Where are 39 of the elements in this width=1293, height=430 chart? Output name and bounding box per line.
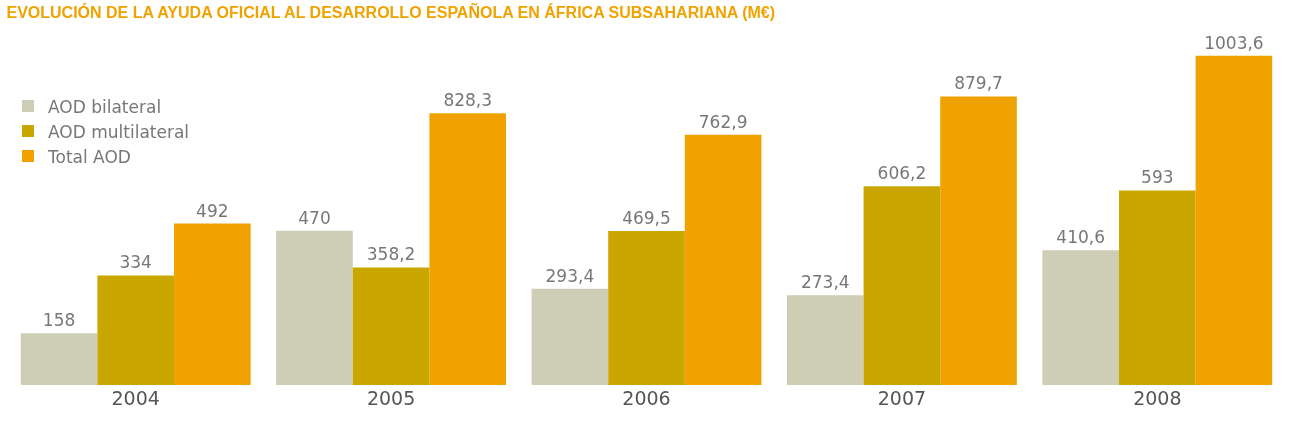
bar xyxy=(174,223,251,385)
bar xyxy=(863,186,941,385)
x-tick-label: 2008 xyxy=(1133,387,1182,409)
data-label: 470 xyxy=(298,207,331,228)
legend-label: AOD bilateral xyxy=(48,96,162,117)
x-tick-label: 2005 xyxy=(366,387,416,409)
chart-title: EVOLUCIÓN DE LA AYUDA OFICIAL AL DESARROLLO ESPAÑOLA EN ÁFRICA SUBSAHARIANA (M€) xyxy=(6,1,776,21)
x-tick-label: 2004 xyxy=(111,387,160,409)
legend-label: Total AOD xyxy=(47,146,131,167)
bar xyxy=(940,96,1017,385)
data-label: 158 xyxy=(42,310,76,331)
bar xyxy=(684,134,762,385)
data-label: 334 xyxy=(119,252,152,273)
bar xyxy=(1195,55,1273,385)
x-tick-label: 2006 xyxy=(622,387,671,409)
data-label: 593 xyxy=(1141,167,1174,188)
data-label: 358,2 xyxy=(366,244,416,265)
data-label: 606,2 xyxy=(877,163,927,184)
data-label: 410,6 xyxy=(1056,227,1106,248)
bar xyxy=(276,230,353,385)
data-label: 1003,6 xyxy=(1204,32,1264,53)
bar xyxy=(20,333,98,385)
bar xyxy=(352,267,430,385)
data-label: 492 xyxy=(196,200,229,221)
bar xyxy=(97,275,175,385)
data-label: 762,9 xyxy=(698,111,748,132)
bar xyxy=(531,288,609,385)
bar xyxy=(1042,250,1119,385)
data-label: 828,3 xyxy=(443,90,493,111)
legend-label: AOD multilateral xyxy=(48,121,190,142)
bar xyxy=(608,230,685,385)
data-label: 469,5 xyxy=(622,207,671,228)
data-label: 273,4 xyxy=(800,272,850,293)
bar xyxy=(429,113,507,385)
data-label: 879,7 xyxy=(954,73,1003,94)
data-label: 293,4 xyxy=(545,265,595,286)
x-tick-label: 2007 xyxy=(877,387,927,409)
bar xyxy=(786,295,864,385)
bar xyxy=(1118,190,1196,385)
